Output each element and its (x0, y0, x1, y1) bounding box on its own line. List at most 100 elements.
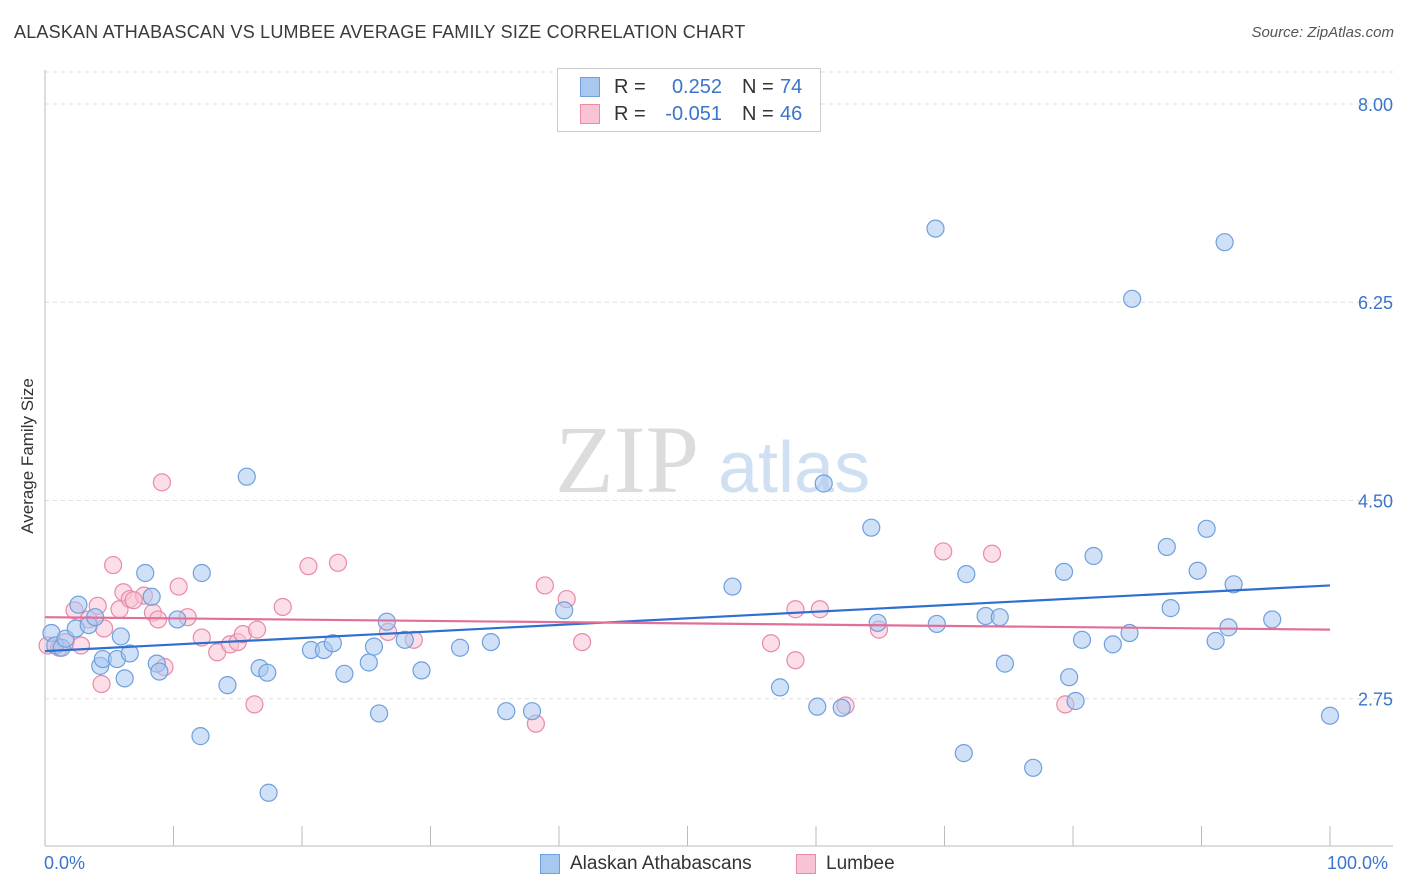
athabascan-point (1072, 630, 1092, 649)
bottom-legend-label: Lumbee (826, 853, 895, 874)
athabascan-point (377, 612, 396, 631)
lumbee-point (328, 553, 348, 572)
lumbee-point (934, 542, 953, 561)
blue-points (42, 219, 1340, 802)
legend-r-value: -0.051 (665, 102, 722, 125)
lumbee-point (299, 557, 318, 576)
lumbee-trend-line (44, 616, 1331, 631)
bottom-legend-athabascan: Alaskan Athabascans (540, 852, 752, 876)
athabascan-point (1103, 635, 1122, 654)
athabascan-point (497, 702, 516, 721)
legend-r-label: R = (614, 75, 646, 98)
lumbee-point (810, 600, 829, 619)
legend-n-value: 74 (780, 75, 803, 98)
legend-box: R = 0.252 N = 74 R = -0.051 N = 46 (557, 68, 821, 132)
athabascan-point (1024, 758, 1043, 777)
lumbee-point (104, 555, 123, 575)
lumbee-point (982, 544, 1002, 563)
athabascan-point (957, 565, 976, 584)
athabascan-point (1263, 610, 1282, 629)
legend-r-value: 0.252 (671, 75, 722, 98)
athabascan-point (370, 704, 389, 723)
lumbee-point (92, 674, 111, 694)
athabascan-point (926, 219, 945, 238)
athabascan-point (359, 653, 378, 672)
athabascan-point (522, 702, 542, 721)
bottom-legend-swatch-pink (796, 854, 816, 874)
legend-n-label: N = (742, 102, 774, 125)
y-tick-label: 4.50 (1358, 491, 1393, 511)
athabascan-point (1219, 618, 1238, 637)
athabascan-point (395, 630, 414, 649)
lumbee-point (786, 600, 805, 619)
gridlines (45, 71, 1393, 700)
athabascan-point (1060, 668, 1079, 687)
athabascan-point (723, 577, 742, 596)
athabascan-point (258, 663, 277, 682)
athabascan-point (814, 474, 833, 493)
source-label: Source: ZipAtlas.com (1251, 24, 1394, 41)
athabascan-point (1320, 706, 1340, 725)
athabascan-point (69, 595, 88, 614)
lumbee-point (169, 577, 188, 596)
athabascan-point (142, 587, 161, 606)
athabascan-point (954, 744, 973, 763)
lumbee-point (761, 634, 781, 653)
chart-title: ALASKAN ATHABASCAN VS LUMBEE AVERAGE FAM… (14, 22, 746, 42)
legend-r-label: R = (614, 102, 646, 125)
athabascan-point (120, 644, 139, 663)
y-tick-label: 6.25 (1358, 293, 1393, 313)
lumbee-point (152, 473, 172, 492)
lumbee-point (71, 636, 91, 655)
athabascan-point (1054, 562, 1074, 581)
athabascan-point (335, 664, 354, 683)
athabascan-point (1215, 233, 1234, 252)
athabascan-point (1084, 546, 1103, 566)
legend-swatch-pink (580, 104, 600, 124)
athabascan-point (995, 654, 1014, 673)
bottom-legend-lumbee: Lumbee (796, 852, 895, 876)
athabascan-point (868, 613, 887, 632)
watermark-atlas: atlas (718, 428, 870, 508)
athabascan-point (218, 676, 237, 695)
watermark-zip: ZIP (555, 406, 699, 513)
lumbee-point (573, 632, 592, 652)
athabascan-point (115, 669, 134, 688)
lumbee-point (245, 695, 264, 714)
athabascan-point (364, 637, 384, 656)
athabascan-point (323, 634, 342, 653)
athabascan-point (237, 467, 256, 486)
x-tick-label-min: 0.0% (44, 853, 86, 873)
athabascan-point (832, 698, 851, 717)
lumbee-point (247, 620, 267, 639)
athabascan-point (927, 614, 946, 634)
legend-row-lumbee: R = -0.051 N = 46 (580, 102, 802, 126)
athabascan-point (192, 563, 211, 583)
athabascan-point (1123, 289, 1142, 308)
athabascan-point (555, 601, 574, 620)
athabascan-point (770, 678, 790, 697)
lumbee-point (192, 628, 211, 647)
athabascan-point (1197, 519, 1216, 538)
ytick-labels: 2.75 4.50 6.25 8.00 (1358, 95, 1393, 710)
x-tick-label-max: 100.0% (1327, 853, 1389, 873)
athabascan-point (259, 783, 278, 802)
y-tick-label: 8.00 (1358, 95, 1393, 115)
athabascan-point (191, 727, 210, 746)
athabascan-point (1157, 537, 1176, 557)
athabascan-point (412, 661, 431, 680)
legend-n-label: N = (742, 75, 774, 98)
lumbee-point (148, 610, 168, 629)
athabascan-point (136, 563, 155, 583)
athabascan-point (808, 697, 827, 716)
legend-row-athabascan: R = 0.252 N = 74 (580, 75, 802, 99)
athabascan-point (862, 518, 881, 537)
watermark: ZIP atlas (555, 406, 870, 513)
athabascan-trend-line (44, 584, 1331, 653)
athabascan-point (481, 632, 500, 652)
y-tick-label: 2.75 (1358, 690, 1393, 710)
bottom-legend-label: Alaskan Athabascans (570, 853, 752, 874)
lumbee-point (124, 591, 143, 610)
lumbee-point (273, 597, 292, 617)
